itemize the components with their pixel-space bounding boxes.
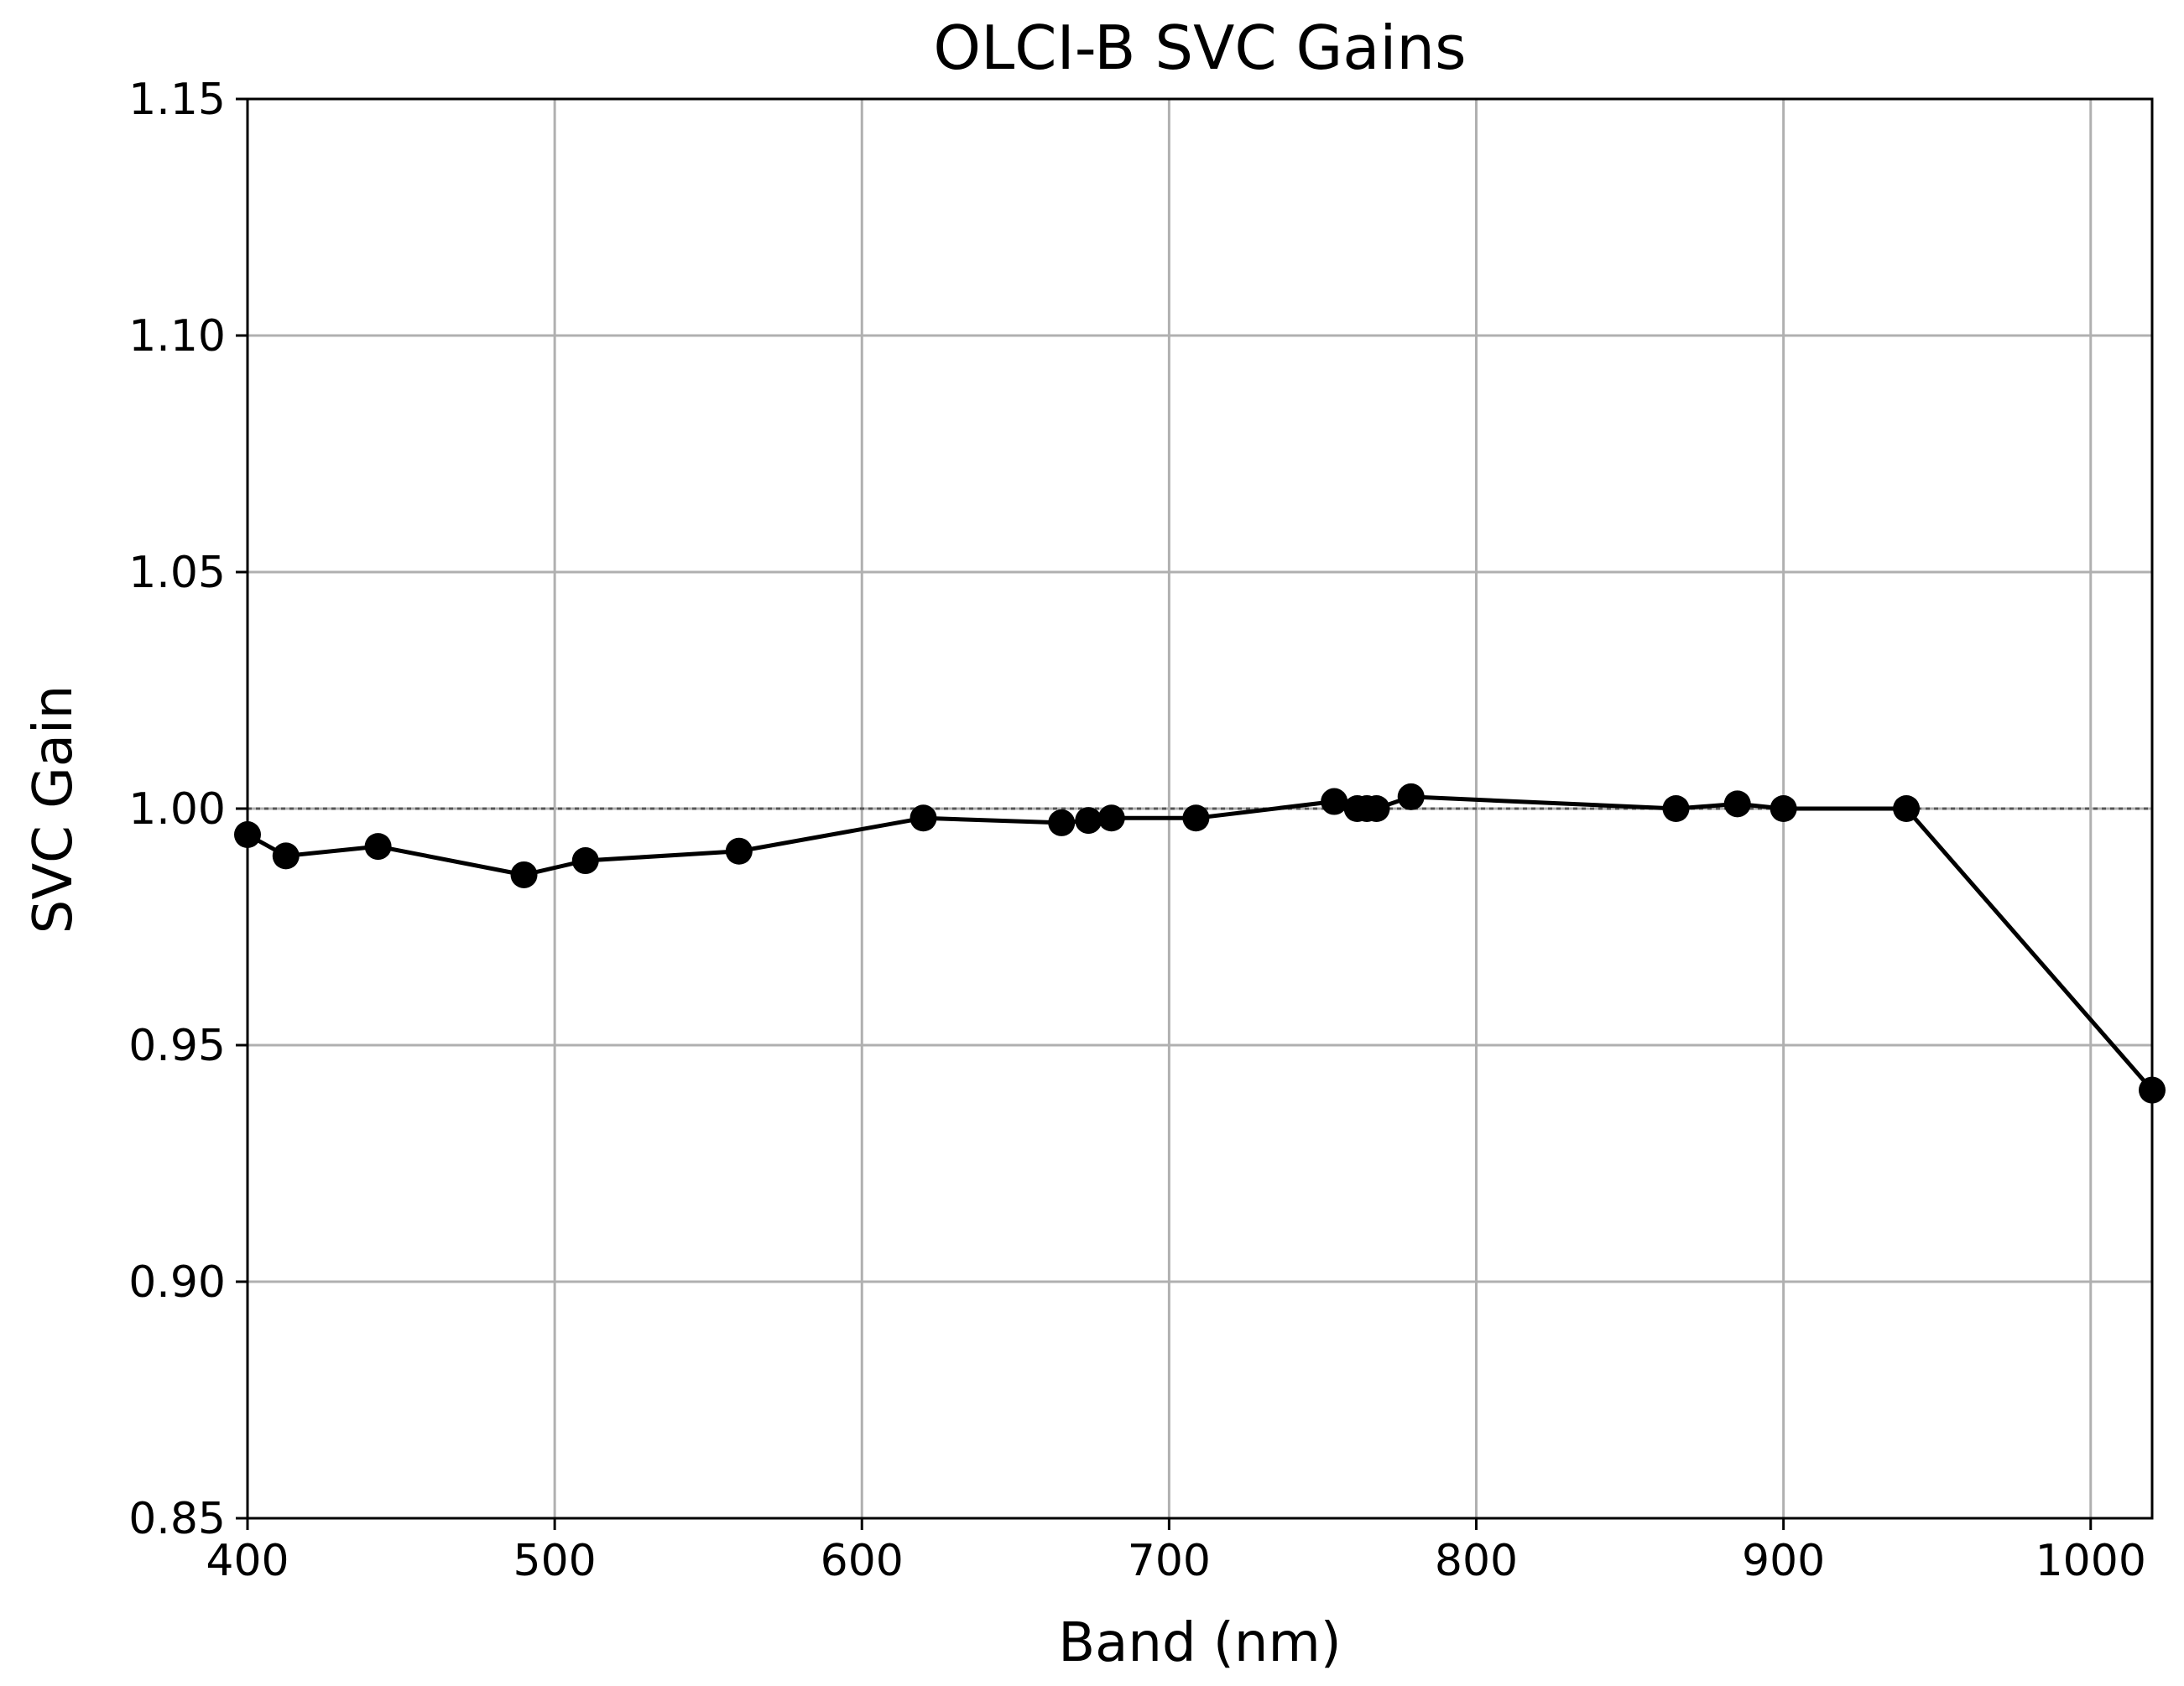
x-tick-label: 500: [513, 1536, 596, 1586]
y-tick-label: 1.10: [128, 311, 226, 362]
data-point: [1182, 804, 1210, 832]
data-point: [1075, 807, 1102, 835]
x-tick-label: 700: [1128, 1536, 1211, 1586]
data-point: [1048, 809, 1076, 836]
y-tick-label: 0.95: [128, 1021, 226, 1071]
x-tick-label: 1000: [2035, 1536, 2146, 1586]
y-axis-label: SVC Gain: [23, 685, 85, 934]
x-axis-label: Band (nm): [1058, 1612, 1342, 1674]
data-point: [364, 833, 392, 861]
chart-title: OLCI-B SVC Gains: [933, 13, 1466, 83]
ticks: 400 500 600 700 800 900 1000 0.85 0.90 0.95 1.00 1.…: [128, 75, 2146, 1586]
data-point: [510, 861, 538, 888]
x-tick-label: 400: [206, 1536, 289, 1586]
data-point: [1770, 795, 1797, 822]
y-tick-label: 1.15: [128, 75, 226, 125]
data-point: [272, 842, 300, 870]
data-point: [1662, 795, 1690, 822]
data-point: [910, 804, 937, 832]
data-point: [1397, 783, 1425, 810]
data-point: [571, 847, 599, 875]
x-tick-label: 800: [1435, 1536, 1518, 1586]
data-point: [1097, 804, 1125, 832]
data-point: [1363, 795, 1390, 822]
data-point: [1723, 790, 1751, 818]
data-point: [1893, 795, 1921, 822]
y-tick-label: 1.05: [128, 548, 226, 598]
x-tick-label: 600: [821, 1536, 904, 1586]
data-point: [725, 837, 753, 865]
data-point: [1321, 788, 1348, 815]
y-tick-label: 0.85: [128, 1494, 226, 1544]
y-tick-label: 1.00: [128, 784, 226, 835]
x-tick-label: 900: [1742, 1536, 1825, 1586]
series-group: [234, 783, 2166, 1104]
y-tick-label: 0.90: [128, 1257, 226, 1308]
